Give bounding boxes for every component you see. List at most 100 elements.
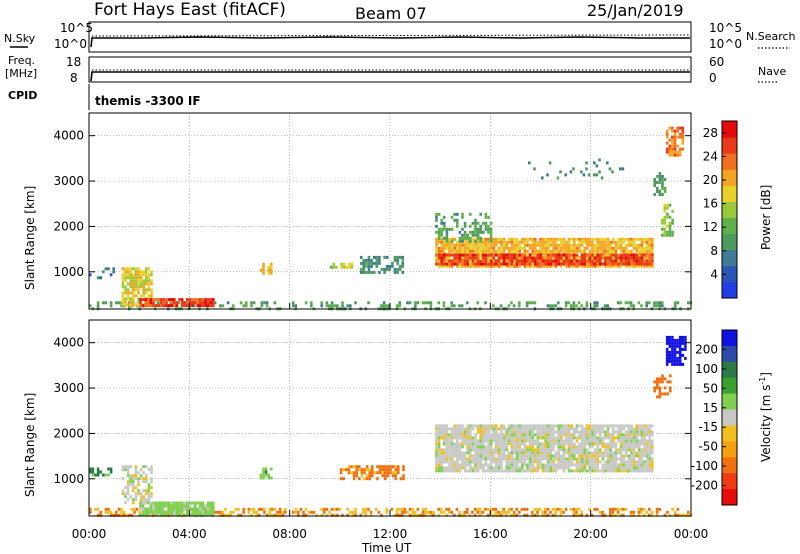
vel-cell <box>141 507 145 511</box>
power-cell <box>152 298 155 302</box>
vel-cell <box>363 471 366 475</box>
power-cell <box>572 301 576 305</box>
vel-cell <box>643 454 646 458</box>
power-colorbar-tick-label: 4 <box>710 267 718 281</box>
vel-cell <box>575 466 579 470</box>
power-cell <box>129 267 132 271</box>
power-cell <box>549 249 553 253</box>
vel-cell <box>391 471 395 475</box>
power-cell <box>627 249 631 253</box>
power-cell <box>658 193 662 196</box>
power-cell <box>539 256 542 260</box>
power-cell <box>591 243 594 247</box>
power-cell <box>150 288 153 292</box>
vel-cell <box>212 510 215 514</box>
power-cell <box>651 262 654 266</box>
power-cell <box>586 243 589 247</box>
power-cell <box>178 298 181 302</box>
power-cell <box>661 193 664 196</box>
vel-cell <box>263 507 266 511</box>
vel-cell <box>518 448 521 452</box>
vel-cell <box>554 513 557 517</box>
vel-cell <box>437 513 440 517</box>
vel-cell <box>91 467 95 471</box>
power-cell <box>531 246 534 250</box>
power-cell <box>570 249 573 253</box>
vel-cell <box>606 457 610 461</box>
power-cell <box>596 240 599 244</box>
vel-cell <box>627 430 631 434</box>
power-cell <box>437 258 441 262</box>
power-cell <box>492 253 495 257</box>
vel-cell <box>391 474 395 478</box>
vel-cell <box>461 424 464 428</box>
power-cell <box>549 240 553 244</box>
vel-cell <box>376 471 379 475</box>
vel-cell <box>534 457 537 461</box>
vel-cell <box>505 454 508 458</box>
vel-cell <box>328 510 331 514</box>
power-cell <box>489 255 493 259</box>
power-cell <box>132 300 135 304</box>
power-cell <box>630 256 633 260</box>
vel-cell <box>648 469 651 473</box>
vel-cell <box>479 460 482 464</box>
power-cell <box>440 230 443 234</box>
vel-cell <box>645 457 649 461</box>
vel-cell <box>539 427 542 431</box>
power-cell <box>510 256 514 260</box>
power-cell <box>186 298 189 302</box>
vel-cell <box>573 433 576 437</box>
vel-cell <box>588 460 592 464</box>
power-cell <box>534 264 537 268</box>
power-cell <box>484 246 488 250</box>
power-cell <box>476 236 480 240</box>
vel-cell <box>640 451 644 455</box>
vel-cell <box>614 451 618 455</box>
vel-cell <box>622 433 625 437</box>
vel-cell <box>573 454 576 458</box>
vel-cell <box>614 454 618 458</box>
power-cell <box>495 262 498 266</box>
power-cell <box>562 240 566 244</box>
power-cell <box>145 270 148 274</box>
vel-cell <box>567 436 571 440</box>
vel-cell <box>617 463 620 467</box>
vel-cell <box>609 436 612 440</box>
power-cell <box>591 255 594 259</box>
vel-cell <box>237 513 240 517</box>
vel-cell <box>510 457 514 461</box>
vel-cell <box>307 510 310 514</box>
vel-cell <box>502 454 506 458</box>
power-cell <box>596 237 599 241</box>
vel-cell <box>456 460 459 464</box>
power-cell <box>443 215 446 219</box>
power-cell <box>562 259 566 263</box>
vel-cell <box>687 510 690 514</box>
power-cell <box>616 301 620 305</box>
vel-cell <box>461 445 464 449</box>
power-cell <box>591 253 594 257</box>
power-cell <box>676 135 679 139</box>
power-cell <box>593 301 596 305</box>
vel-cell <box>486 513 490 517</box>
vel-cell <box>469 445 472 449</box>
velocity-colorbar-tick-label: -200 <box>691 479 718 493</box>
vel-cell <box>461 436 464 440</box>
vel-cell <box>681 347 685 351</box>
vel-cell <box>575 463 579 467</box>
power-cell <box>144 301 147 305</box>
vel-cell <box>152 501 155 505</box>
vel-cell <box>567 445 571 449</box>
power-cell <box>573 258 576 262</box>
vel-cell <box>528 430 532 434</box>
power-cell <box>658 172 662 175</box>
power-cell <box>663 227 667 231</box>
power-cell <box>96 276 100 280</box>
power-cell <box>484 243 488 247</box>
vel-cell <box>526 448 529 452</box>
vel-cell <box>463 454 467 458</box>
vel-cell <box>445 451 449 455</box>
vel-cell <box>557 463 560 467</box>
